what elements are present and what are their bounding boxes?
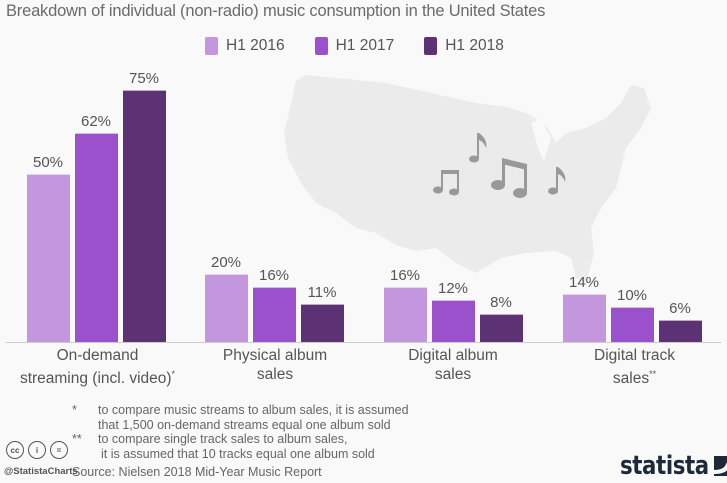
value-label: 75% [128,70,160,87]
bar-digital-track-2018 [659,320,702,342]
legend-item-h1-2018: H1 2018 [424,37,504,55]
legend-item-h1-2016: H1 2016 [205,37,285,55]
bar-digital-track-2016 [563,294,606,342]
statista-logo[interactable]: statista [620,451,727,481]
footnote-text: to compare music streams to album sales,… [98,403,409,417]
music-note-icon [433,133,566,198]
legend-label: H1 2016 [226,37,285,54]
footnote-text: that 1,500 on-demand streams equal one a… [98,417,391,432]
value-label: 12% [437,280,469,297]
category-line1: Digital track [594,347,675,364]
x-axis-line [6,342,721,343]
value-label: 6% [669,300,691,317]
chart-title: Breakdown of individual (non-radio) musi… [6,2,546,20]
category-line1: Physical album [222,347,328,364]
legend-swatch [424,37,438,55]
legend-label: H1 2018 [445,37,504,54]
category-label-physical: Physical album sales [180,346,370,384]
footnote-text: it is assumed that 10 tracks equal one a… [101,446,375,461]
value-label: 50% [32,154,64,171]
category-line1: Digital album [408,347,498,364]
legend-swatch [314,37,328,55]
nd-icon[interactable]: = [50,441,68,459]
value-label: 16% [258,267,290,284]
footnotes: * to compare music streams to album sales… [72,403,409,461]
value-label: 14% [568,274,600,291]
bar-physical-2016 [205,274,248,342]
category-line2: sales [256,366,294,383]
bar-physical-2018 [301,304,344,342]
category-line1: On-demand [56,347,139,364]
value-label: 11% [307,284,337,301]
footnote-mark: * [171,369,176,379]
category-label-streaming: On-demand streaming (incl. video)* [0,346,195,388]
statista-logo-icon [714,456,727,476]
bar-digital-album-2016 [384,287,427,342]
value-label: 16% [389,267,421,284]
legend-label: H1 2017 [335,37,395,54]
footnote-mark: ** [72,432,82,446]
category-label-digital-album: Digital album sales [358,346,548,384]
footnote-text: to compare single track sales to album s… [98,432,348,446]
bar-digital-album-2018 [480,314,523,342]
legend-item-h1-2017: H1 2017 [314,37,395,55]
bar-streaming-2017 [75,133,118,342]
bar-physical-2017 [253,287,296,342]
category-label-digital-track: Digital track sales** [542,346,727,388]
category-line2: sales [434,366,472,383]
value-label: 62% [80,113,112,130]
by-icon[interactable]: i [28,441,46,459]
bar-streaming-2018 [123,90,166,342]
category-line2: streaming (incl. video) [19,370,172,387]
bar-digital-album-2017 [432,300,475,342]
license-icons[interactable]: cc i = [6,441,68,459]
cc-icon[interactable]: cc [6,441,24,459]
us-map-icon [284,75,651,283]
value-label: 8% [490,294,512,311]
source-text: Source: Nielsen 2018 Mid-Year Music Repo… [72,465,322,479]
bar-streaming-2016 [27,174,70,342]
legend: H1 2016 H1 2017 H1 2018 [205,37,534,55]
legend-swatch [205,37,218,55]
value-label: 20% [210,254,242,271]
value-label: 10% [616,287,648,304]
bar-digital-track-2017 [611,307,654,342]
logo-text: statista [620,451,709,481]
footnote-mark: ** [649,369,657,379]
footnote-mark: * [72,403,77,417]
category-line2: sales [612,370,650,387]
twitter-handle[interactable]: @StatistaCharts [4,466,78,477]
